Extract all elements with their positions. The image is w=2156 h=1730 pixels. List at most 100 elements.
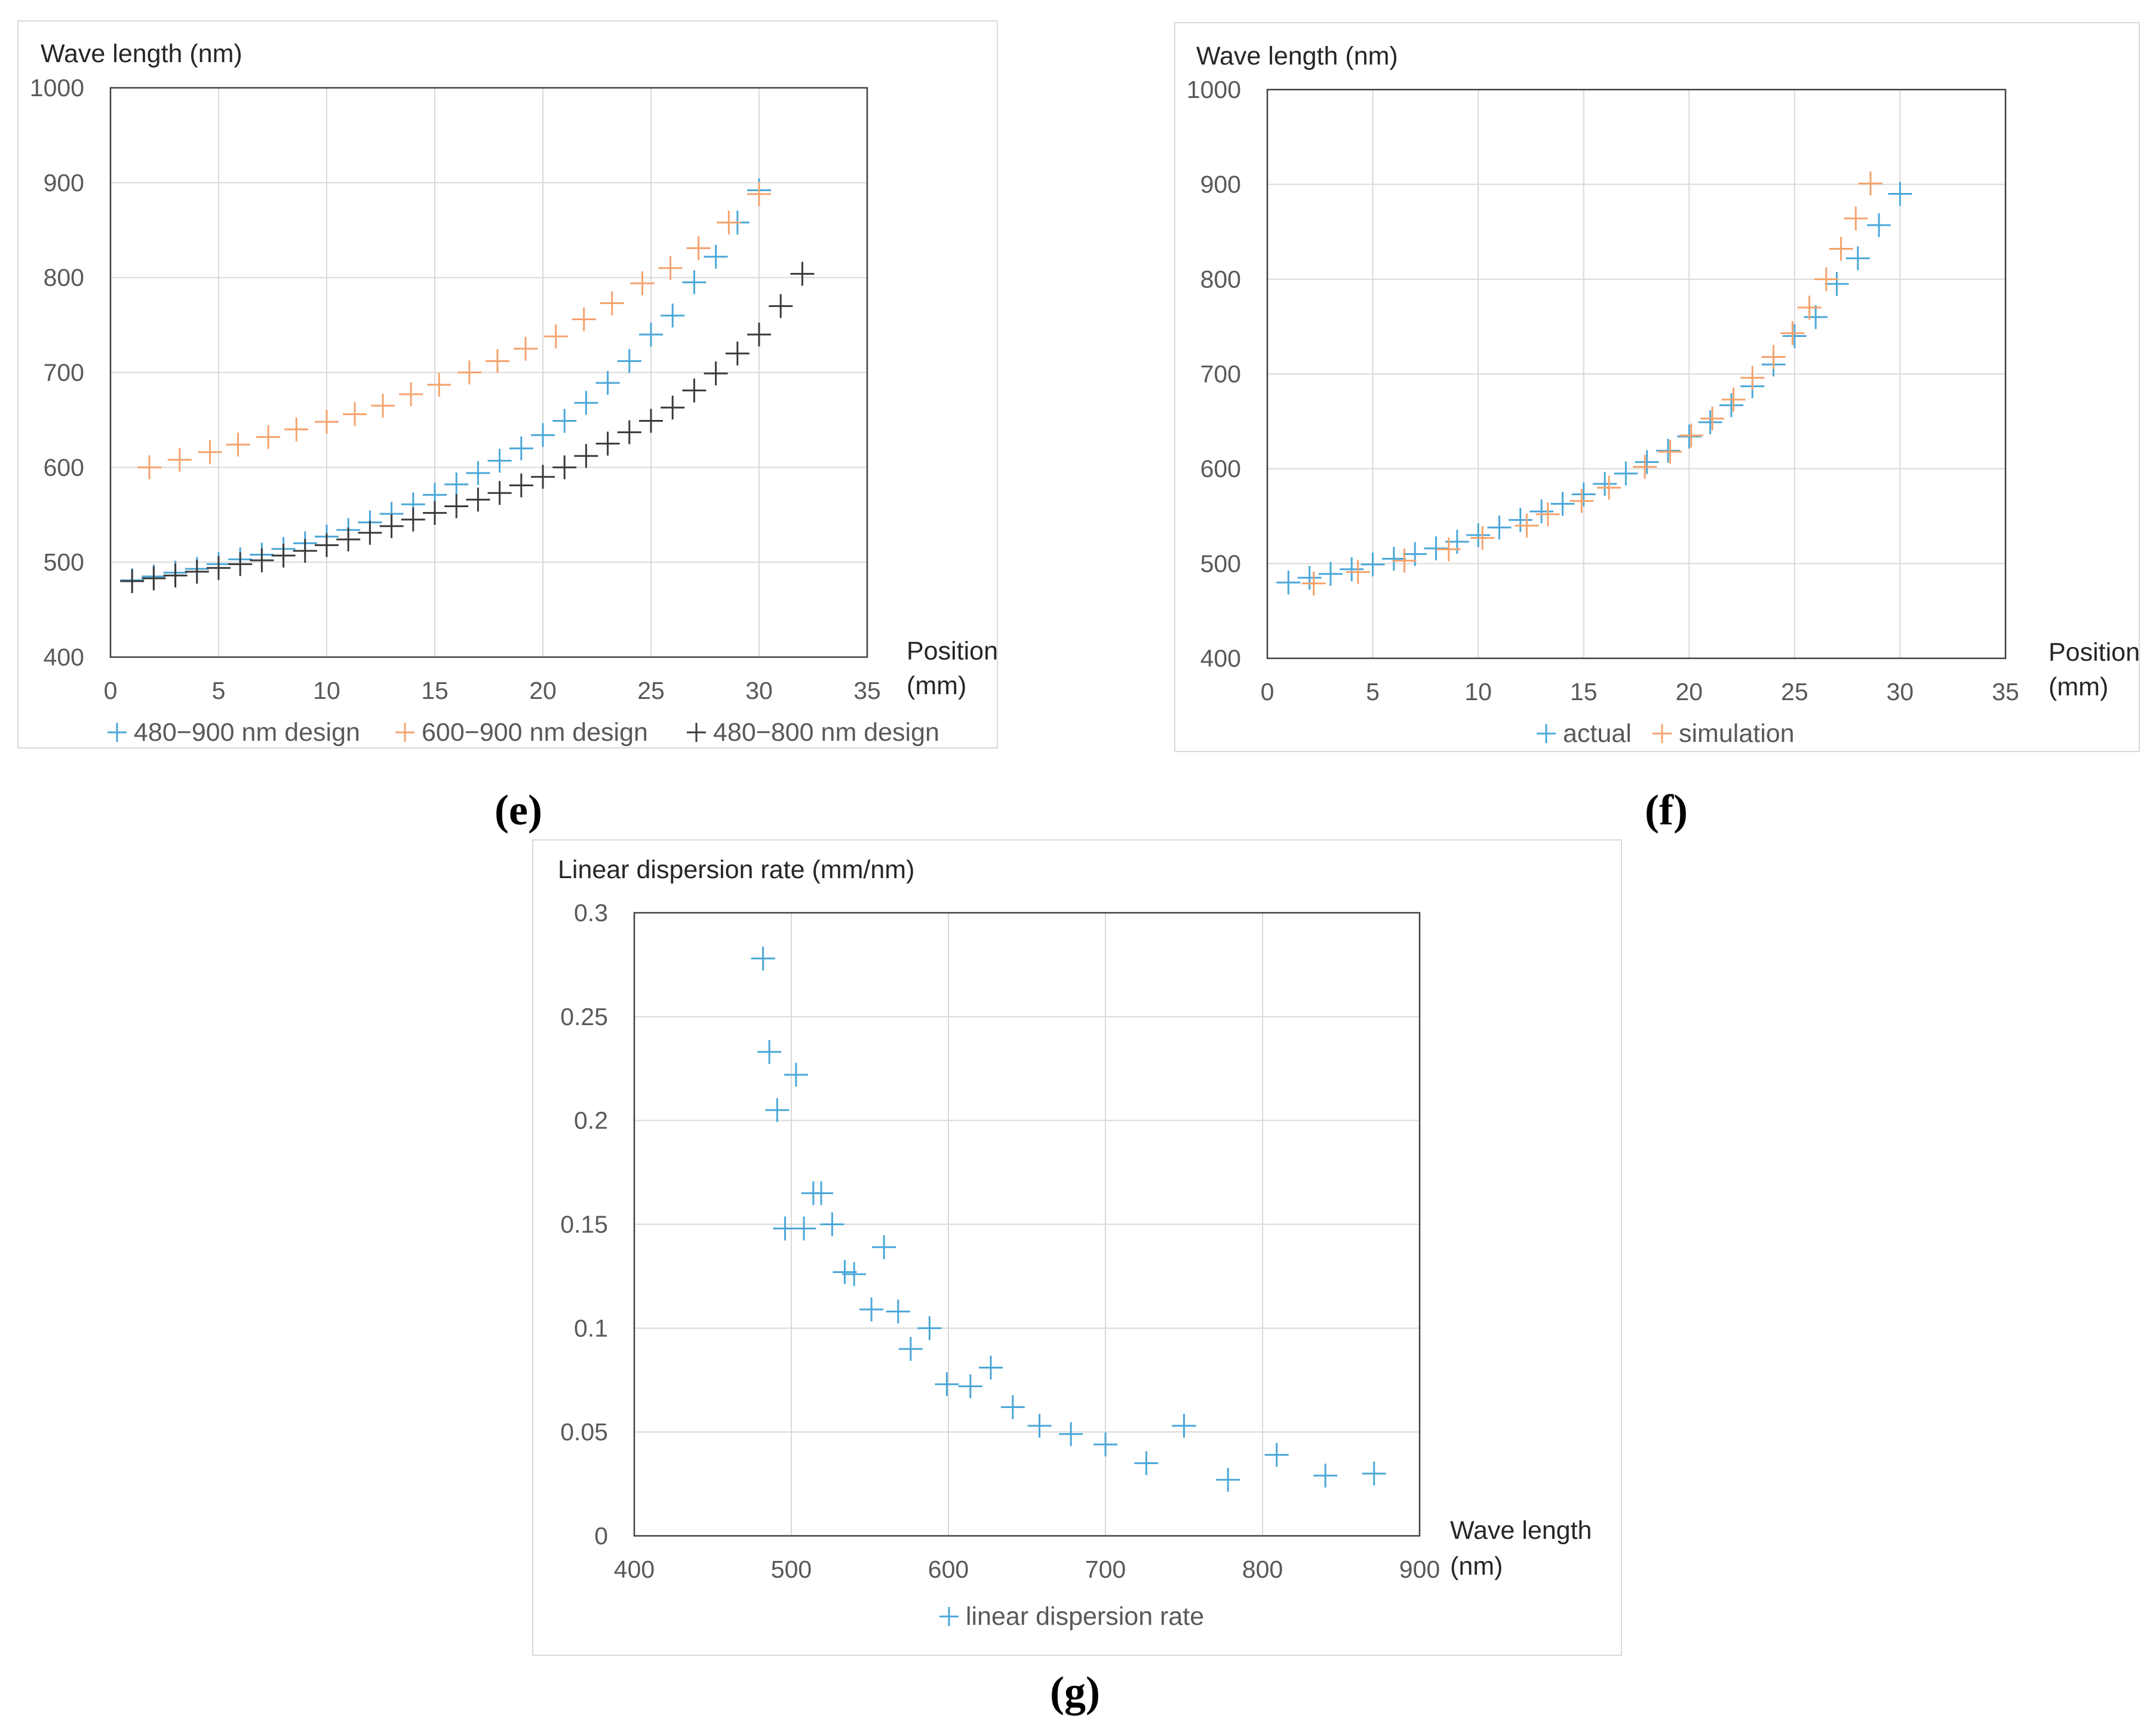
data-point (457, 360, 481, 385)
x-tick-label: 15 (1570, 678, 1598, 706)
y-tick-label: 0.2 (574, 1107, 608, 1134)
data-point (1360, 552, 1385, 576)
series-600-900-nm-design (137, 182, 771, 480)
data-point (1797, 295, 1822, 320)
data-point (617, 420, 641, 444)
data-point (747, 182, 771, 206)
data-point (572, 307, 596, 332)
x-tick-label: 15 (421, 677, 449, 704)
y-tick-label: 1000 (30, 74, 84, 102)
data-point (704, 244, 728, 269)
legend-marker (939, 1607, 959, 1626)
data-point (757, 1039, 782, 1064)
data-point (343, 402, 367, 427)
legend-label: 480−900 nm design (134, 718, 360, 747)
y-tick-label: 0.05 (560, 1418, 608, 1446)
panel-e-plot-area (109, 87, 868, 658)
panel-e-frame (17, 20, 998, 749)
data-point (661, 395, 685, 420)
data-point (1340, 557, 1364, 581)
data-point (142, 566, 166, 591)
data-point (543, 324, 568, 349)
legend-item: actual (1537, 719, 1632, 748)
data-point (935, 1372, 959, 1397)
data-point (444, 472, 469, 496)
x-tick-label: 20 (1675, 678, 1703, 706)
legend-label: linear dispersion rate (966, 1602, 1204, 1631)
data-point (1614, 461, 1638, 486)
legend-label: actual (1563, 719, 1632, 748)
data-point (574, 391, 598, 415)
panel-g: 400 500 600 700 800 900 0 0.05 0.1 0.15 0.2 0.25 0.3… (532, 839, 1622, 1716)
data-point (336, 527, 361, 552)
data-point (682, 378, 707, 403)
data-point (552, 455, 577, 480)
data-point (427, 373, 452, 397)
panel-e: 0 5 10 15 20 25 30 35 400 500 600 700 800 900 1000 Wave… (17, 20, 998, 834)
data-point (1535, 502, 1560, 526)
panel-g-plot-area (633, 912, 1421, 1537)
data-point (574, 444, 598, 468)
data-point (1825, 272, 1849, 296)
data-point (1059, 1422, 1083, 1446)
y-tick-label: 700 (44, 359, 84, 387)
x-tick-label: 5 (212, 677, 226, 704)
y-tick-label: 600 (1200, 455, 1241, 483)
data-point (1216, 1468, 1240, 1492)
data-point (658, 256, 683, 280)
panel-g-gridlines (634, 913, 1420, 1536)
data-point (958, 1374, 982, 1398)
x-tick-label: 30 (745, 677, 773, 704)
data-point (809, 1181, 833, 1206)
x-tick-label: 500 (771, 1556, 812, 1583)
data-point (1677, 424, 1702, 449)
data-point (784, 1063, 808, 1087)
x-tick-label: 35 (853, 677, 881, 704)
data-point (1027, 1413, 1052, 1438)
y-tick-label: 0 (594, 1522, 608, 1550)
series-simulation (1301, 171, 1882, 596)
data-point (293, 539, 317, 563)
data-point (747, 322, 771, 346)
data-point (487, 449, 512, 473)
y-tick-label: 600 (44, 453, 84, 481)
x-tick-label: 700 (1085, 1556, 1126, 1583)
data-point (1829, 237, 1853, 261)
data-point (1392, 548, 1417, 573)
x-tick-label: 10 (1464, 678, 1492, 706)
data-point (137, 455, 162, 480)
data-point (1362, 1461, 1386, 1486)
data-point (872, 1235, 896, 1259)
data-point (271, 544, 296, 568)
data-point (1633, 455, 1657, 479)
data-point (1000, 1395, 1025, 1419)
data-point (1740, 366, 1765, 390)
x-tick-label: 900 (1399, 1556, 1440, 1583)
data-point (1679, 424, 1703, 448)
data-point (1297, 566, 1322, 590)
data-point (1698, 410, 1722, 434)
legend-item: 600−900 nm design (395, 718, 648, 747)
x-tick-label: 0 (104, 677, 118, 704)
data-point (207, 556, 231, 580)
x-axis-title: (mm) (907, 671, 966, 700)
data-point (531, 423, 555, 447)
data-point (485, 349, 509, 373)
panel-f-gridlines (1267, 90, 2005, 658)
data-point (315, 533, 339, 557)
data-point (769, 294, 793, 318)
data-point (1436, 537, 1461, 562)
data-point (1313, 1464, 1338, 1488)
series-linear-dispersion-rate (751, 946, 1386, 1492)
legend-item: simulation (1653, 719, 1795, 748)
data-point (600, 291, 624, 315)
y-tick-label: 0.1 (574, 1314, 608, 1342)
data-point (917, 1316, 942, 1341)
x-axis-title: Wave length (1450, 1516, 1592, 1545)
y-tick-label: 500 (44, 548, 84, 576)
data-point (163, 563, 188, 588)
legend-marker (687, 723, 706, 742)
series-480-800-nm-design (120, 262, 815, 593)
data-point (1571, 482, 1596, 507)
legend-label: 480−800 nm design (713, 718, 939, 747)
